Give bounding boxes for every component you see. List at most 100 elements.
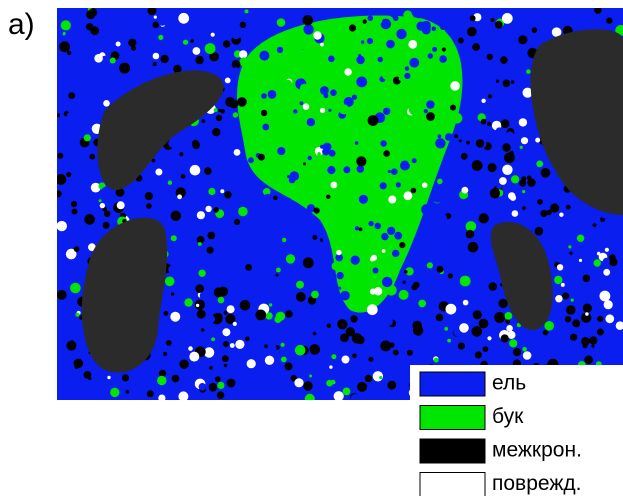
texture-spot — [383, 150, 390, 157]
texture-spot — [247, 359, 256, 368]
texture-spot — [415, 10, 423, 18]
classification-map — [54, 4, 623, 404]
texture-spot — [505, 132, 514, 141]
texture-spot — [603, 269, 610, 276]
texture-spot — [293, 109, 297, 113]
texture-spot — [472, 160, 483, 171]
texture-spot — [455, 168, 459, 172]
texture-spot — [74, 359, 84, 369]
texture-spot — [104, 211, 111, 218]
texture-spot — [546, 210, 551, 215]
texture-spot — [307, 118, 315, 126]
texture-spot — [577, 235, 584, 242]
texture-spot — [57, 290, 67, 300]
texture-spot — [488, 94, 492, 98]
texture-spot — [329, 150, 336, 157]
texture-spot — [347, 23, 350, 26]
texture-spot — [320, 86, 329, 95]
texture-spot — [429, 252, 433, 256]
texture-spot — [286, 198, 291, 203]
texture-spot — [240, 300, 251, 311]
texture-spot — [432, 192, 443, 203]
texture-spot — [357, 382, 367, 392]
texture-spot — [556, 343, 559, 346]
texture-spot — [445, 133, 453, 141]
texture-spot — [300, 151, 306, 157]
texture-spot — [331, 354, 336, 359]
texture-spot — [332, 262, 340, 270]
texture-spot — [190, 165, 201, 176]
texture-spot — [402, 232, 413, 243]
texture-spot — [309, 344, 320, 355]
texture-spot — [265, 356, 274, 365]
texture-spot — [267, 79, 272, 84]
texture-spot — [490, 188, 500, 198]
texture-spot — [211, 337, 215, 341]
texture-spot — [337, 319, 347, 329]
texture-spot — [245, 337, 250, 342]
texture-spot — [605, 314, 614, 323]
texture-spot — [327, 324, 331, 328]
texture-spot — [428, 53, 433, 58]
texture-spot — [487, 122, 491, 126]
texture-spot — [210, 147, 220, 157]
texture-spot — [204, 167, 212, 175]
texture-spot — [336, 272, 343, 279]
texture-spot — [502, 13, 513, 24]
texture-spot — [263, 194, 272, 203]
texture-spot — [436, 214, 447, 225]
texture-spot — [526, 69, 531, 74]
texture-spot — [84, 134, 91, 141]
texture-spot — [436, 314, 444, 322]
texture-spot — [217, 382, 224, 389]
texture-spot — [317, 256, 321, 260]
texture-spot — [277, 47, 283, 53]
texture-spot — [379, 376, 382, 379]
texture-spot — [168, 181, 172, 185]
texture-spot — [352, 333, 362, 343]
texture-spot — [593, 223, 597, 227]
texture-spot — [178, 354, 182, 358]
texture-spot — [355, 141, 359, 145]
texture-spot — [59, 41, 70, 52]
texture-spot — [331, 225, 336, 230]
texture-spot — [349, 24, 356, 31]
texture-spot — [506, 325, 513, 332]
texture-spot — [350, 315, 357, 322]
texture-spot — [231, 30, 240, 39]
texture-spot — [339, 104, 349, 114]
legend-swatch — [420, 372, 485, 396]
texture-spot — [475, 86, 481, 92]
texture-spot — [605, 248, 609, 252]
texture-spot — [223, 40, 230, 47]
texture-spot — [165, 277, 175, 287]
texture-spot — [321, 103, 327, 109]
texture-spot — [277, 18, 286, 27]
texture-spot — [282, 238, 286, 242]
texture-spot — [368, 15, 374, 21]
texture-spot — [268, 344, 277, 353]
texture-spot — [184, 262, 192, 270]
texture-spot — [272, 242, 279, 249]
texture-spot — [197, 310, 206, 319]
texture-spot — [116, 42, 121, 47]
texture-spot — [296, 281, 304, 289]
texture-spot — [179, 152, 183, 156]
texture-spot — [240, 22, 246, 28]
texture-spot — [299, 50, 307, 58]
texture-spot — [300, 84, 309, 93]
texture-spot — [255, 245, 266, 256]
texture-spot — [572, 319, 580, 327]
texture-spot — [487, 336, 491, 340]
texture-spot — [373, 268, 379, 274]
texture-spot — [56, 174, 67, 185]
texture-spot — [352, 354, 357, 359]
texture-spot — [494, 172, 497, 175]
texture-spot — [171, 292, 174, 295]
texture-spot — [448, 203, 453, 208]
texture-spot — [455, 94, 460, 99]
texture-spot — [376, 164, 381, 169]
texture-spot — [190, 39, 194, 43]
texture-spot — [535, 227, 544, 236]
texture-spot — [450, 81, 460, 91]
